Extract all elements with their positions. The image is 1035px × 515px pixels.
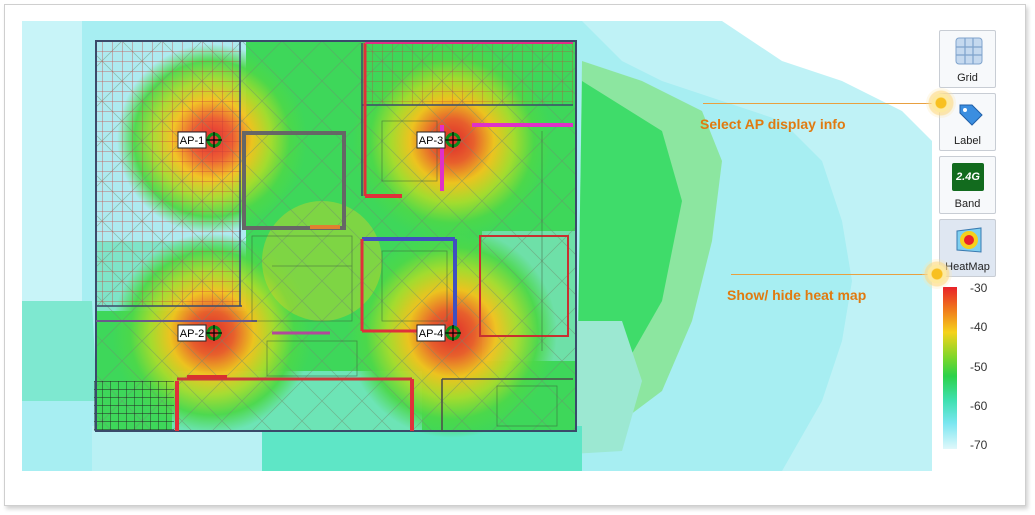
- callout-ap-display-info: Select AP display info: [700, 116, 846, 132]
- legend-tick: -30: [970, 281, 988, 295]
- ap-2-marker-icon[interactable]: [206, 325, 222, 341]
- heatmap-icon: [956, 227, 982, 253]
- heatmap-label: HeatMap: [945, 261, 990, 273]
- ap-4-marker-icon[interactable]: [445, 325, 461, 341]
- ap-2-label[interactable]: AP-2: [177, 324, 207, 342]
- legend-tick: -40: [970, 320, 988, 334]
- floor-plan-heatmap[interactable]: AP-1 AP-2 AP-3 AP-4: [22, 21, 1003, 471]
- ap-1-name: AP-1: [180, 135, 204, 147]
- ap-4-label[interactable]: AP-4: [416, 324, 446, 342]
- band-button[interactable]: 2.4G Band: [939, 156, 996, 214]
- band-label: Band: [954, 198, 981, 210]
- legend-tick: -50: [970, 360, 988, 374]
- heatmap-canvas: AP-1 AP-2 AP-3 AP-4: [22, 21, 1003, 471]
- legend-tick: -70: [970, 438, 988, 452]
- callout-heatmap: Show/ hide heat map: [727, 287, 867, 303]
- callout-line-ap-info: [703, 103, 939, 104]
- band-badge: 2.4G: [952, 163, 984, 191]
- grid-button[interactable]: Grid: [939, 30, 996, 88]
- ap-1-marker-icon[interactable]: [206, 132, 222, 148]
- ap-3-marker-icon[interactable]: [445, 132, 461, 148]
- grid-icon: [955, 37, 983, 65]
- legend-tick: -60: [970, 399, 988, 413]
- ap-3-label[interactable]: AP-3: [416, 131, 446, 149]
- ap-1-label[interactable]: AP-1: [177, 131, 207, 149]
- grid-label: Grid: [957, 72, 978, 84]
- callout-marker-ap-info: [926, 88, 956, 118]
- ap-2-name: AP-2: [180, 328, 204, 340]
- ap-3-name: AP-3: [419, 135, 443, 147]
- tag-icon: [959, 104, 983, 126]
- callout-marker-heatmap: [922, 259, 952, 289]
- label-label: Label: [954, 135, 981, 147]
- signal-strength-legend: [943, 287, 957, 449]
- ap-4-name: AP-4: [419, 328, 443, 340]
- callout-line-heatmap: [731, 274, 937, 275]
